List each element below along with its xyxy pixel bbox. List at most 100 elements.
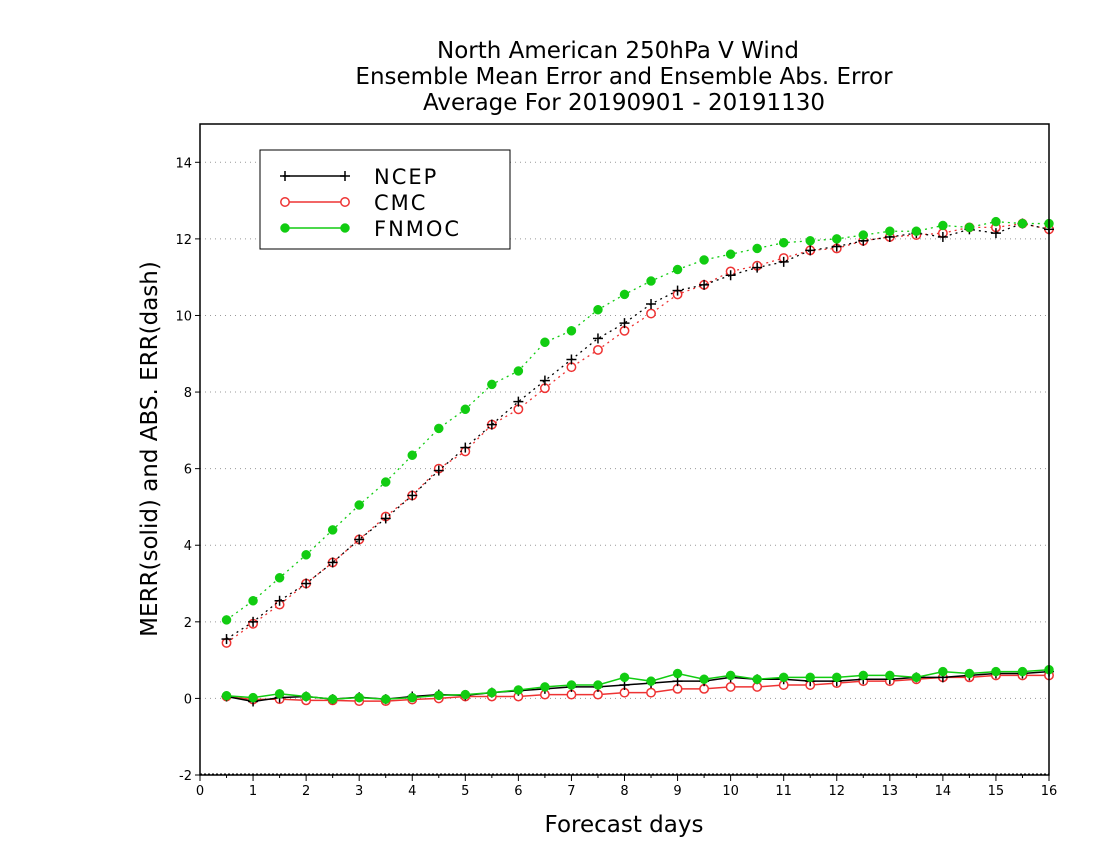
abs-err-point-fnmoc [274,573,285,583]
x-tick-label: 12 [828,784,845,799]
y-tick-label: 0 [184,692,192,707]
series-fnmoc [221,216,1054,704]
abs-err-point-ncep [380,513,391,524]
abs-err-point-ncep [460,442,471,453]
abs-err-point-ncep [778,256,789,267]
abs-err-point-fnmoc [407,450,417,460]
abs-err-point-ncep [301,578,312,589]
abs-err-point-fnmoc [832,234,842,244]
abs-err-point-fnmoc [487,379,497,390]
abs-err-point-ncep [248,616,259,627]
abs-err-point-fnmoc [619,289,630,300]
merr-point-fnmoc [513,685,524,695]
merr-point-fnmoc [885,670,895,681]
merr-point-fnmoc [805,672,815,683]
merr-point-cmc [646,687,656,698]
legend-label-ncep: NCEP [374,165,438,189]
abs-err-point-fnmoc [434,423,444,434]
abs-err-line-cmc [226,222,1050,644]
abs-err-point-fnmoc [1017,218,1028,229]
merr-point-fnmoc [725,670,736,681]
y-tick-label: 2 [184,616,192,631]
abs-err-point-ncep [486,419,497,430]
abs-err-point-fnmoc [566,326,577,336]
abs-err-point-ncep [937,231,948,242]
y-tick-label: 8 [184,386,192,401]
abs-err-point-fnmoc [699,255,709,265]
grid-lines [200,161,1049,775]
x-tick-label: 15 [988,784,1005,799]
series-cmc [221,218,1054,707]
abs-err-point-fnmoc [221,615,232,625]
abs-err-point-fnmoc [248,596,258,606]
merr-point-fnmoc [540,682,550,692]
merr-point-cmc [725,681,736,692]
x-tick-label: 11 [775,784,792,799]
abs-err-point-ncep [672,285,683,296]
y-axis-label: MERR(solid) and ABS. ERR(dash) [137,261,163,637]
legend-marker [340,223,350,233]
abs-err-point-ncep [805,245,816,256]
merr-point-fnmoc [778,672,789,683]
x-tick-label: 1 [249,784,257,799]
x-tick-label: 6 [514,784,522,799]
abs-err-point-fnmoc [646,276,656,286]
merr-point-fnmoc [699,674,709,685]
y-axis: -2 0 2 4 6 8 10 12 14 [175,156,200,784]
merr-point-fnmoc [221,690,232,701]
legend-entry-cmc: CMC [280,191,425,215]
y-tick-label: -2 [179,769,192,784]
merr-point-fnmoc [1017,666,1028,677]
x-axis: 0 1 2 3 4 5 6 7 8 9 10 11 12 13 14 15 16 [196,775,1057,799]
y-tick-label: 6 [184,463,192,478]
abs-err-point-ncep [221,634,232,645]
x-tick-label: 10 [722,784,739,799]
abs-err-point-fnmoc [380,477,391,487]
abs-err-point-ncep [354,534,365,545]
abs-err-point-fnmoc [354,500,364,510]
x-tick-label: 0 [196,784,204,799]
abs-err-point-fnmoc [301,550,311,560]
merr-point-fnmoc [646,676,656,686]
legend-marker [280,171,290,181]
merr-point-fnmoc [938,666,948,677]
abs-err-point-fnmoc [752,243,762,254]
abs-err-point-cmc [646,308,656,319]
legend-entry-fnmoc: FNMOC [280,217,461,241]
merr-point-fnmoc [407,692,417,703]
merr-point-fnmoc [248,692,258,703]
legend-box [259,149,511,250]
abs-err-point-ncep [752,262,763,273]
abs-err-point-ncep [327,557,338,568]
legend-marker [340,197,350,207]
merr-point-fnmoc [911,672,922,683]
abs-err-point-ncep [433,465,444,476]
merr-point-fnmoc [327,694,338,704]
merr-point-fnmoc [434,690,444,701]
title-line-2: Ensemble Mean Error and Ensemble Abs. Er… [355,64,893,90]
abs-err-point-ncep [699,279,710,290]
merr-point-fnmoc [301,691,311,702]
y-tick-label: 10 [175,309,192,324]
merr-point-fnmoc [460,689,471,700]
merr-point-fnmoc [832,672,842,683]
x-tick-label: 4 [408,784,416,799]
abs-err-point-fnmoc [778,237,789,248]
legend-marker [280,223,290,233]
legend-label-fnmoc: FNMOC [374,217,461,241]
y-tick-label: 12 [175,233,192,248]
abs-err-point-fnmoc [513,366,524,376]
x-tick-label: 5 [461,784,469,799]
legend-entry-ncep: NCEP [280,165,438,189]
merr-point-fnmoc [566,680,577,690]
x-tick-label: 14 [935,784,952,799]
merr-point-fnmoc [964,668,975,679]
abs-err-point-fnmoc [885,226,895,236]
abs-err-point-fnmoc [540,337,550,348]
abs-err-line-ncep [226,222,1050,640]
abs-err-point-ncep [725,270,736,281]
merr-point-fnmoc [858,670,869,681]
merr-point-fnmoc [380,694,391,704]
merr-point-fnmoc [619,672,630,683]
